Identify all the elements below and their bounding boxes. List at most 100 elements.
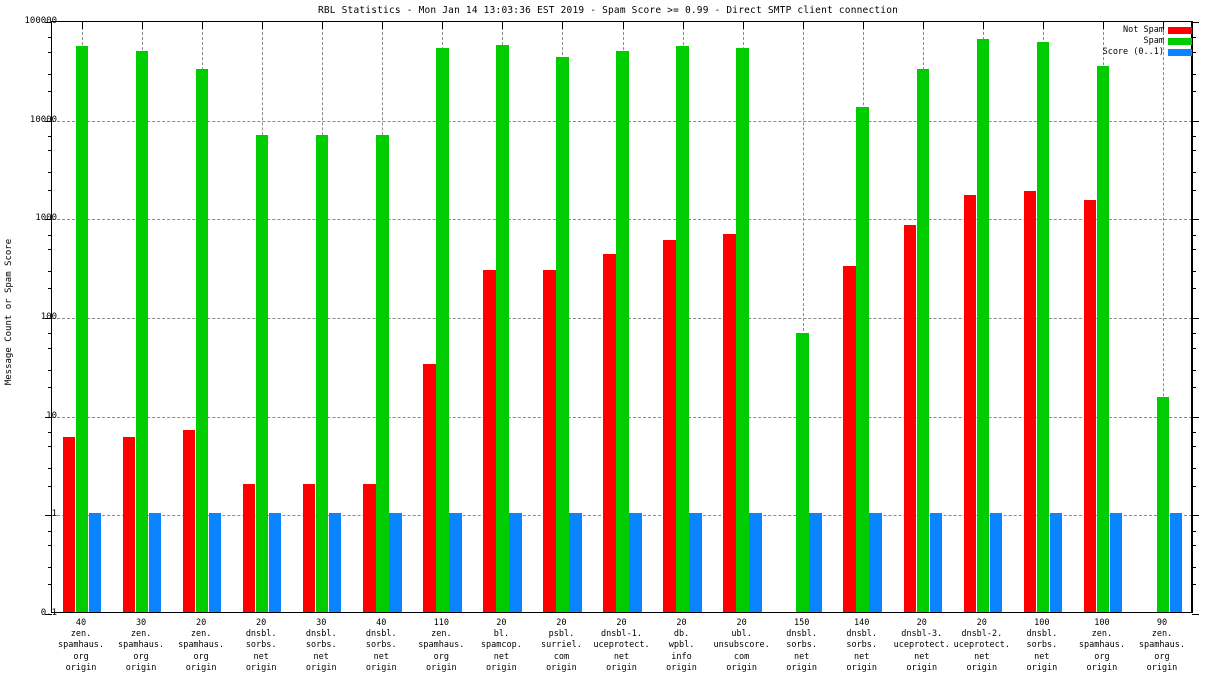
bar-not-spam: [483, 270, 496, 612]
y-axis-minor-tick: [48, 288, 52, 290]
bar-spam: [1036, 41, 1050, 612]
x-axis-tick: [682, 22, 684, 29]
y-axis-minor-tick-right: [1192, 530, 1196, 532]
bar-spam: [195, 68, 209, 612]
x-axis-tick: [502, 22, 504, 29]
legend-item: Spam: [1103, 36, 1192, 47]
bar-not-spam: [723, 233, 736, 612]
x-axis-tick: [262, 22, 264, 29]
y-axis-minor-tick: [48, 37, 52, 39]
y-axis-minor-tick: [48, 468, 52, 470]
y-axis-minor-tick: [48, 566, 52, 568]
x-axis-group-label: 40 zen. spamhaus. org origin: [57, 618, 105, 673]
bar-score-0-1: [869, 513, 882, 612]
bar-spam: [976, 39, 990, 612]
x-axis-tick: [202, 22, 204, 29]
y-axis-tick-right: [1192, 120, 1199, 122]
y-axis-minor-tick: [48, 369, 52, 371]
x-axis-group-label: 40 dnsbl. sorbs. net origin: [365, 618, 397, 673]
legend-item-label: Spam: [1143, 36, 1164, 46]
bar-not-spam: [182, 429, 196, 612]
y-axis-minor-tick: [48, 172, 52, 174]
y-axis-tick-label: 100000: [24, 16, 57, 26]
y-axis-tick-label: 10000: [29, 114, 57, 125]
bar-score-0-1: [88, 513, 102, 612]
bar-spam: [255, 135, 269, 612]
bar-score-0-1: [689, 513, 702, 612]
y-axis-minor-tick: [48, 431, 52, 433]
y-axis-tick-right: [1192, 318, 1199, 319]
x-axis-tick: [802, 22, 804, 29]
x-axis-group-label: 100 dnsbl. sorbs. net origin: [1026, 618, 1058, 673]
y-axis-tick-right: [1192, 614, 1199, 615]
chart-title: RBL Statistics - Mon Jan 14 13:03:36 EST…: [317, 5, 899, 16]
bar-not-spam: [1023, 190, 1037, 612]
y-axis-minor-tick: [48, 270, 52, 272]
y-axis-minor-tick-right: [1192, 566, 1196, 568]
y-axis-minor-tick: [48, 584, 52, 586]
bar-spam: [736, 48, 749, 612]
bar-spam: [856, 107, 869, 612]
x-axis-group-label: 30 zen. spamhaus. org origin: [118, 618, 165, 673]
y-axis-tick: [45, 416, 52, 418]
y-axis-minor-tick: [48, 446, 52, 448]
x-axis-group-label: 140 dnsbl. sorbs. net origin: [846, 618, 878, 673]
y-axis-tick: [45, 614, 52, 615]
y-axis-minor-tick: [48, 51, 52, 53]
y-axis-minor-tick-right: [1192, 150, 1196, 152]
x-gridline: [1162, 22, 1164, 612]
legend-color-swatch: [1168, 38, 1192, 45]
bar-spam: [616, 50, 629, 612]
y-axis-tick-right: [1192, 416, 1199, 418]
bar-score-0-1: [1109, 513, 1123, 612]
bar-spam: [436, 48, 449, 612]
x-axis-tick: [322, 22, 324, 29]
y-axis-tick: [45, 120, 52, 122]
bar-not-spam: [663, 239, 676, 612]
y-axis-tick: [45, 22, 52, 23]
x-axis-tick: [862, 22, 864, 29]
bar-score-0-1: [569, 513, 582, 612]
bar-score-0-1: [208, 513, 222, 612]
y-axis-minor-tick: [48, 485, 52, 487]
bar-not-spam: [843, 266, 856, 612]
legend-item-label: Score (0..1): [1102, 47, 1164, 57]
x-axis-tick: [622, 22, 624, 29]
bar-not-spam: [242, 483, 256, 612]
y-axis-minor-tick: [48, 333, 52, 335]
y-axis-minor-tick-right: [1192, 485, 1196, 487]
y-axis-minor-tick: [48, 386, 52, 388]
y-axis-minor-tick-right: [1192, 51, 1196, 53]
bar-spam: [1156, 397, 1170, 612]
bar-spam: [556, 57, 569, 612]
y-axis-minor-tick-right: [1192, 369, 1196, 371]
y-axis-minor-tick-right: [1192, 90, 1196, 92]
bar-not-spam: [423, 363, 436, 612]
bar-spam: [1096, 66, 1110, 612]
y-axis-minor-tick-right: [1192, 288, 1196, 290]
x-axis-tick: [82, 22, 84, 29]
x-axis-group-label: 110 zen. spamhaus. org origin: [418, 618, 465, 673]
bar-not-spam: [363, 483, 376, 612]
x-axis-tick: [922, 22, 924, 29]
y-axis-tick-label: 100: [40, 312, 57, 322]
bar-score-0-1: [328, 513, 342, 612]
y-axis-minor-tick: [48, 530, 52, 532]
x-axis-group-label: 20 dnsbl-3. uceprotect. net origin: [893, 618, 950, 673]
bar-spam: [676, 46, 689, 612]
legend-color-swatch: [1168, 27, 1192, 34]
bar-not-spam: [62, 436, 76, 612]
bar-spam: [75, 45, 89, 612]
bar-score-0-1: [989, 513, 1003, 612]
y-axis-tick: [45, 219, 52, 221]
bar-score-0-1: [809, 513, 822, 612]
bar-not-spam: [1083, 199, 1097, 612]
legend-item: Not Spam: [1103, 25, 1192, 36]
y-axis-tick-right: [1192, 22, 1199, 23]
y-axis-minor-tick-right: [1192, 347, 1196, 349]
y-axis-minor-tick-right: [1192, 468, 1196, 470]
y-axis-tick-right: [1192, 219, 1199, 221]
legend-item-label: Not Spam: [1123, 25, 1164, 35]
y-axis-label: Message Count or Spam Score: [4, 238, 14, 386]
bar-not-spam: [963, 194, 977, 612]
